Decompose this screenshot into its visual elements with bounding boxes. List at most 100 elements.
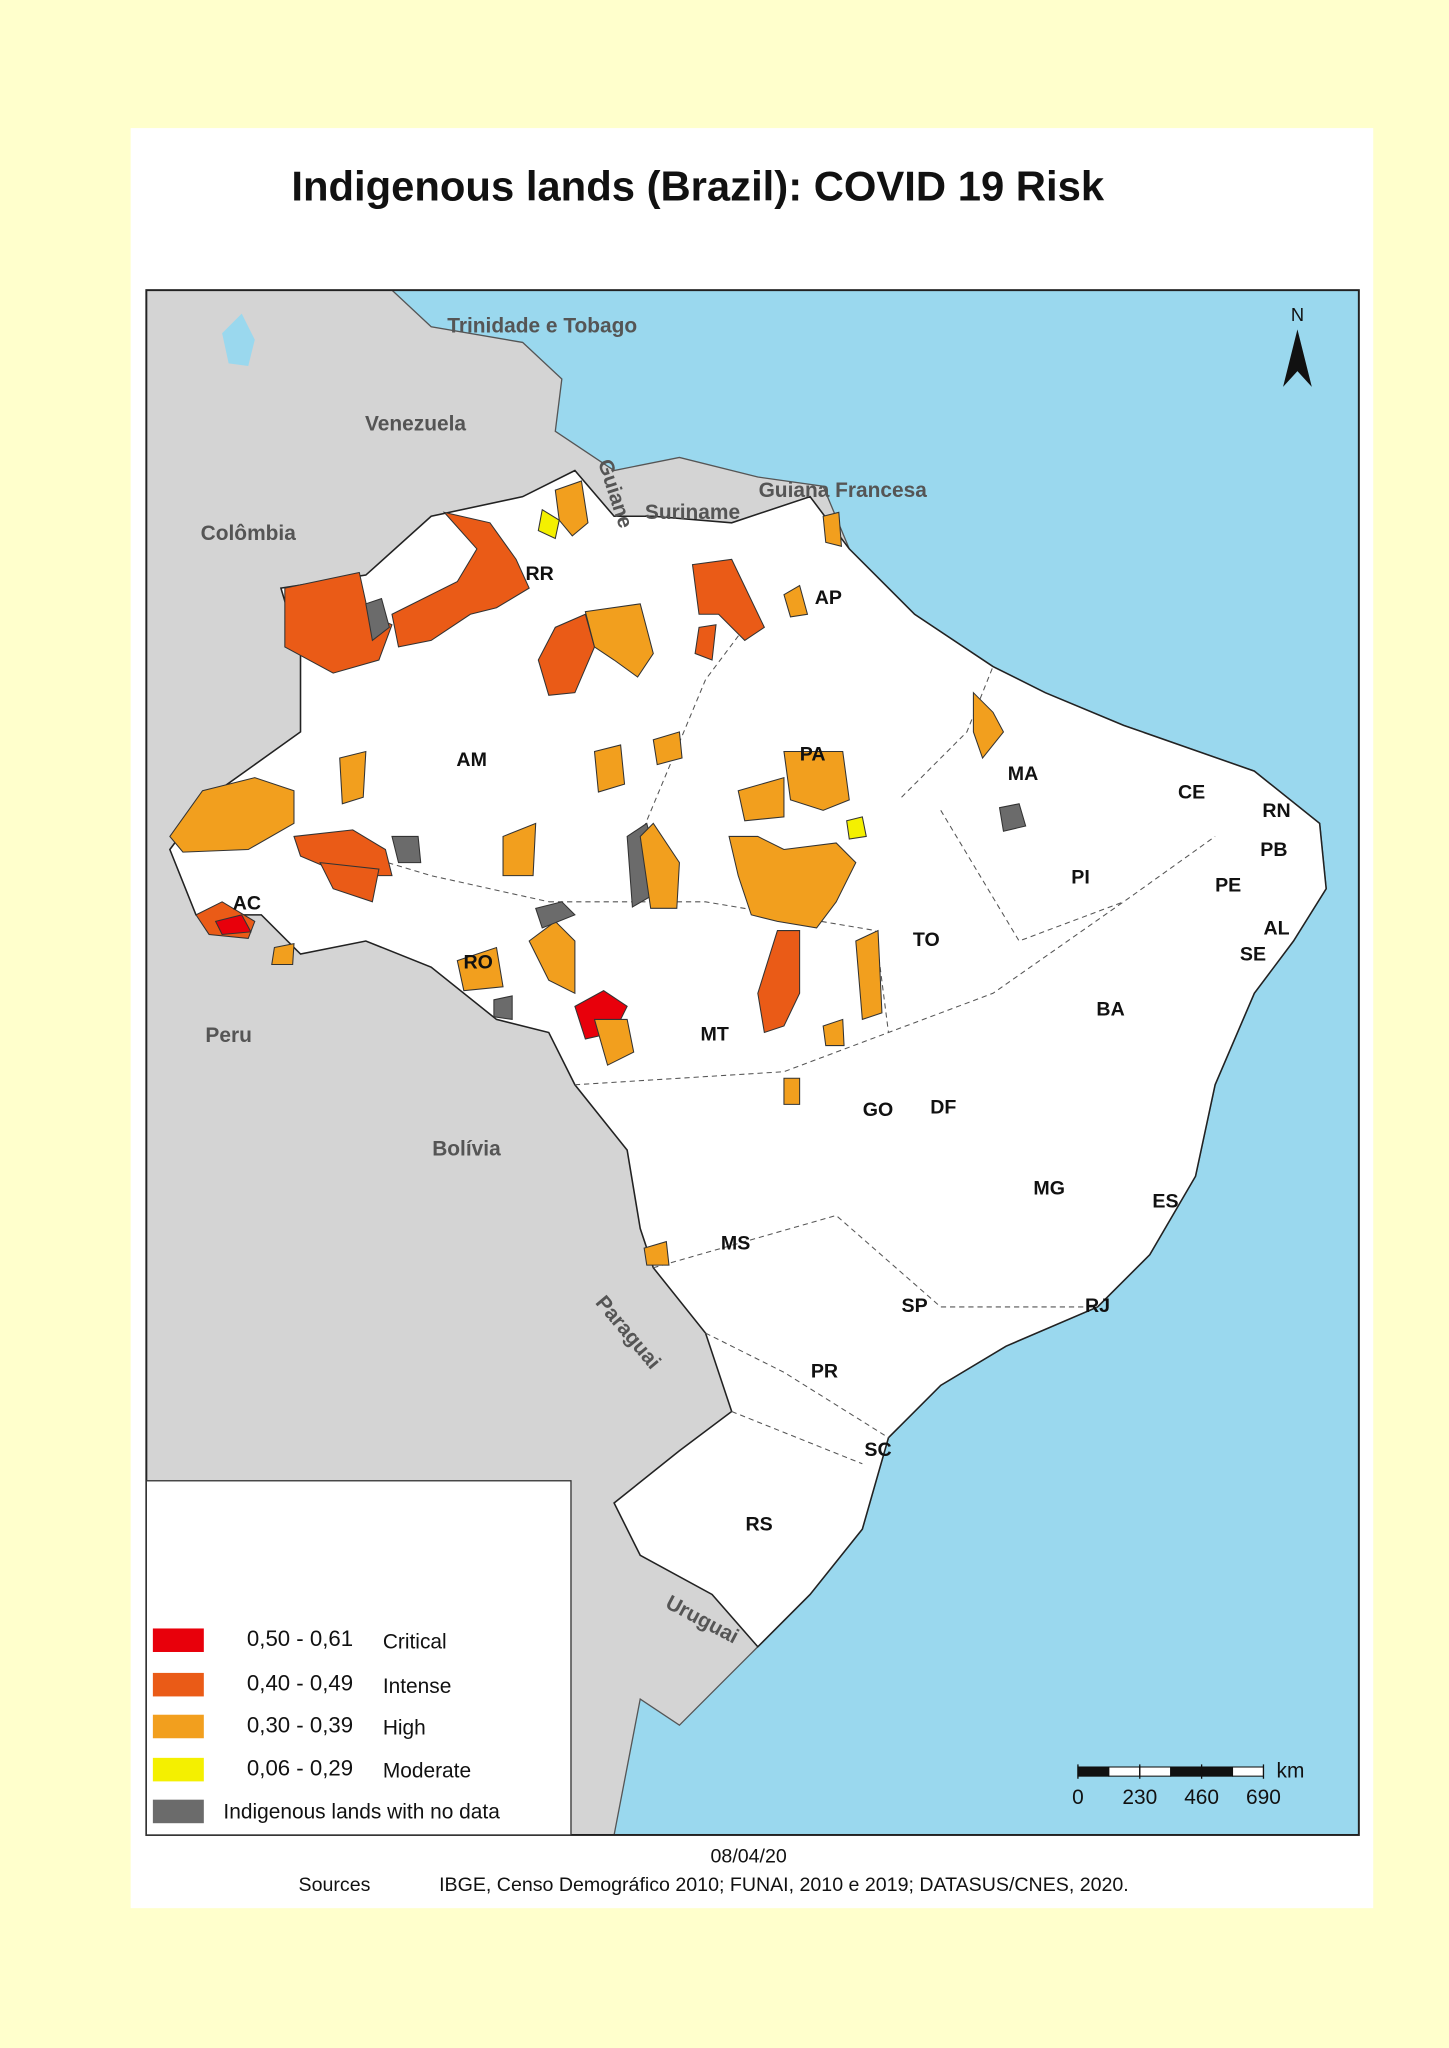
state-label: PE [1215, 874, 1241, 896]
scale-bar: 0 230 460 690 km [1072, 1760, 1304, 1809]
indigenous-land [694, 624, 717, 661]
country-label: Bolívia [432, 1138, 501, 1161]
scale-segment [1170, 1766, 1203, 1777]
indigenous-land [691, 558, 766, 642]
indigenous-land [783, 750, 850, 811]
state-label: RS [746, 1513, 773, 1535]
indigenous-land [757, 930, 801, 1034]
scale-tick-label: 460 [1184, 1786, 1219, 1809]
scale-segment [1201, 1766, 1234, 1777]
legend-label: Moderate [383, 1760, 471, 1783]
legend-range: 0,06 - 0,29 [247, 1755, 353, 1780]
state-label: PI [1071, 866, 1090, 888]
indigenous-land [998, 803, 1027, 832]
scale-tick-label: 230 [1122, 1786, 1157, 1809]
indigenous-land [214, 914, 252, 936]
indigenous-land [391, 511, 530, 648]
country-label: Colômbia [201, 522, 297, 545]
sources: IBGE, Censo Demográfico 2010; FUNAI, 201… [439, 1874, 1129, 1896]
indigenous-land [554, 480, 589, 537]
state-label: SE [1240, 944, 1266, 966]
state-label: RO [464, 951, 493, 973]
scale-tick-label: 690 [1246, 1786, 1281, 1809]
state-label: GO [863, 1099, 893, 1121]
state-label: BA [1096, 998, 1124, 1020]
state-label: TO [913, 929, 940, 951]
indigenous-land [737, 776, 785, 822]
indigenous-land [593, 1018, 635, 1066]
state-label: PB [1260, 839, 1287, 861]
indigenous-land [643, 1240, 670, 1266]
sources-label: Sources [299, 1874, 371, 1896]
legend-label: High [383, 1717, 426, 1740]
scale-segment [1077, 1766, 1110, 1777]
date: 08/04/20 [711, 1845, 787, 1867]
legend-range: 0,50 - 0,61 [247, 1626, 353, 1651]
indigenous-land [783, 1077, 801, 1105]
country-label: Guiana Francesa [759, 479, 928, 502]
state-label: ES [1152, 1191, 1178, 1213]
legend-box [145, 1480, 572, 1836]
legend-range: 0,40 - 0,49 [247, 1671, 353, 1696]
indigenous-land [822, 1018, 845, 1047]
state-label: AC [233, 893, 261, 915]
indigenous-land [855, 929, 883, 1021]
state-label: PR [811, 1360, 838, 1382]
indigenous-land [271, 942, 295, 966]
lake [222, 313, 255, 366]
indigenous-land [537, 508, 560, 540]
country-label: Trinidade e Tobago [447, 314, 637, 337]
north-arrow: N [1283, 304, 1312, 387]
legend-range: 0,30 - 0,39 [247, 1712, 353, 1737]
map-body [146, 290, 1359, 1835]
legend-swatch [152, 1757, 204, 1782]
country-label: Venezuela [365, 412, 466, 435]
indigenous-land [728, 835, 857, 929]
north-label: N [1291, 304, 1304, 325]
indigenous-land [584, 603, 654, 678]
indigenous-land [783, 584, 809, 618]
state-label: CE [1178, 781, 1205, 803]
state-label: RR [525, 563, 553, 585]
state-label: MA [1008, 763, 1038, 785]
scale-segment [1108, 1766, 1141, 1777]
indigenous-land [972, 691, 1005, 760]
state-label: PA [800, 744, 826, 766]
state-label: MS [721, 1232, 750, 1254]
state-label: MT [701, 1023, 729, 1045]
indigenous-land [391, 835, 422, 864]
indigenous-land [284, 571, 393, 674]
title: Indigenous lands (Brazil): COVID 19 Risk [291, 163, 1104, 210]
indigenous-lands [169, 480, 1027, 1266]
legend-label: Intense [383, 1675, 452, 1698]
indigenous-land [339, 750, 367, 805]
indigenous-land [319, 861, 380, 903]
indigenous-land [652, 731, 683, 766]
state-label: RJ [1085, 1295, 1110, 1317]
scale-unit: km [1277, 1760, 1305, 1783]
state-label: SC [864, 1439, 891, 1461]
legend-swatch [152, 1799, 204, 1824]
indigenous-land [822, 511, 843, 547]
legend-swatch [152, 1628, 204, 1652]
north-arrow-shape [1283, 329, 1312, 387]
legend-swatch [152, 1714, 204, 1739]
indigenous-land [535, 901, 576, 929]
country-label: Peru [205, 1024, 251, 1047]
state-label: RN [1262, 800, 1290, 822]
state-label: AM [456, 749, 486, 771]
indigenous-land [846, 816, 867, 840]
indigenous-land [456, 946, 504, 992]
indigenous-land [593, 744, 626, 793]
scale-segment [1139, 1766, 1172, 1777]
indigenous-land [293, 829, 393, 877]
state-label: AL [1263, 917, 1289, 939]
state-label: AP [815, 587, 842, 609]
map-frame [145, 289, 1360, 1836]
state-label: DF [930, 1096, 956, 1118]
legend: 0,50 - 0,61 Critical 0,40 - 0,49 Intense 0,3… [152, 1626, 500, 1824]
legend-label: Indigenous lands with no data [223, 1800, 500, 1823]
country-label: Suriname [645, 501, 740, 524]
